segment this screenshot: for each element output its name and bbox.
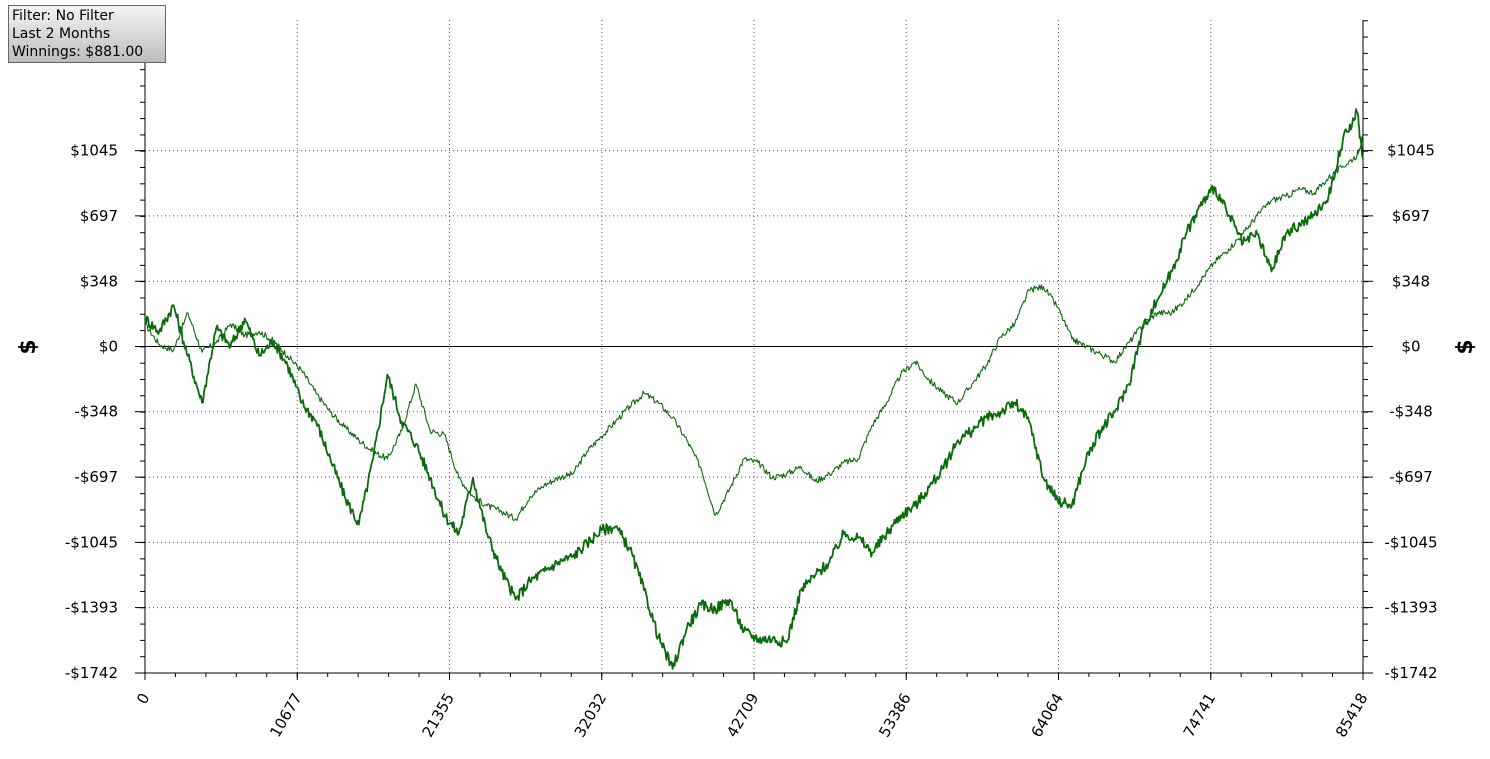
x-tick-label: 64064: [1028, 690, 1067, 740]
y-axis-title-right: $: [1453, 339, 1478, 354]
x-tick-label: 74741: [1180, 690, 1219, 740]
y-tick-label-right: -$697: [1389, 468, 1433, 486]
x-tick-label: 32032: [571, 690, 610, 740]
x-tick-label: 42709: [723, 690, 762, 740]
series-line-2: [144, 108, 1364, 670]
y-tick-label-left: -$348: [74, 403, 118, 421]
y-tick-label-right: -$1393: [1384, 599, 1437, 617]
series-lines: [144, 108, 1364, 670]
x-tick-label: 10677: [266, 690, 305, 740]
y-tick-label-right: $348: [1392, 272, 1430, 290]
y-tick-label-right: $0: [1401, 338, 1420, 356]
y-tick-label-left: -$697: [74, 468, 118, 486]
y-tick-label-left: $697: [80, 207, 118, 225]
series-line-1: [144, 134, 1364, 522]
grid-lines: [145, 20, 1363, 674]
y-axis-title-left: $: [16, 339, 41, 354]
x-tick-label: 0: [133, 690, 153, 707]
info-box: Filter: No Filter Last 2 Months Winnings…: [8, 5, 166, 63]
y-tick-labels-left: $1045 $697 $348 $0 -$348 -$697 -$1045 -$1393 -$1…: [65, 142, 118, 682]
y-tick-label-left: $1045: [70, 142, 118, 160]
y-tick-label-right: -$1045: [1384, 533, 1437, 551]
y-tick-label-right: $1045: [1387, 142, 1435, 160]
x-tick-label: 21355: [419, 690, 458, 740]
y-tick-label-left: -$1045: [65, 533, 118, 551]
winnings-label: Winnings: $881.00: [12, 44, 144, 60]
x-tick-label: 85418: [1332, 690, 1371, 740]
filter-label: Filter: No Filter: [12, 8, 114, 24]
x-tick-label: 53386: [875, 690, 914, 740]
y-tick-label-left: -$1393: [65, 599, 118, 617]
y-tick-label-right: -$348: [1389, 403, 1433, 421]
period-label: Last 2 Months: [12, 26, 111, 42]
y-tick-label-left: -$1742: [65, 664, 118, 682]
y-tick-labels-right: $1045 $697 $348 $0 -$348 -$697 -$1045 -$1393 -$1…: [1384, 142, 1437, 682]
y-tick-label-right: $697: [1392, 207, 1430, 225]
y-tick-label-left: $0: [99, 338, 118, 356]
x-tick-labels: 0 10677 21355 32032 42709 53386 64064 74741 8541…: [133, 690, 1371, 740]
y-tick-label-left: $348: [80, 272, 118, 290]
y-tick-label-right: -$1742: [1384, 664, 1437, 682]
